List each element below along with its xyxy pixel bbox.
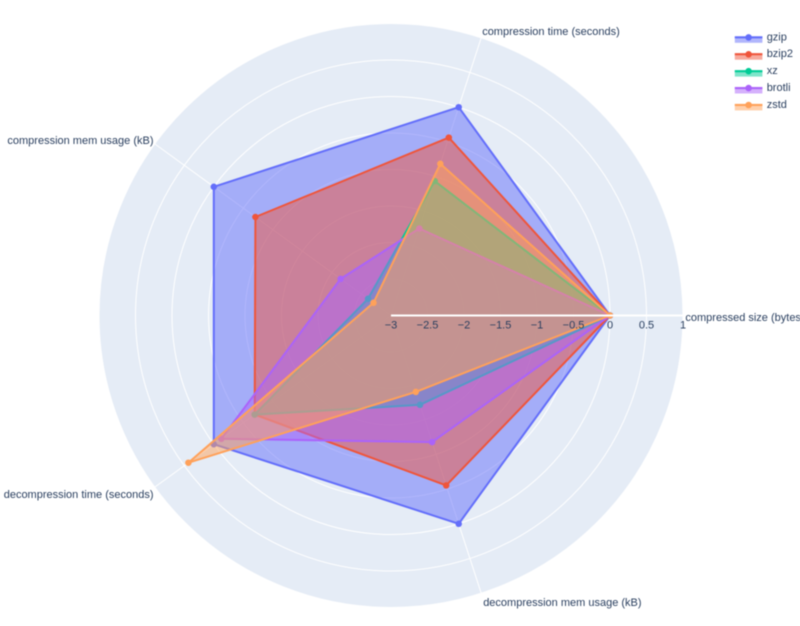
svg-text:−1.5: −1.5 [490,319,512,331]
svg-text:compressed size (bytes): compressed size (bytes) [685,312,800,324]
svg-text:−3: −3 [385,319,398,331]
svg-text:−2.5: −2.5 [417,319,439,331]
svg-text:compression time (seconds): compression time (seconds) [482,26,620,38]
svg-text:1: 1 [680,319,686,331]
svg-text:−1: −1 [531,319,544,331]
svg-text:−0.5: −0.5 [563,319,585,331]
svg-text:brotli: brotli [767,82,791,94]
svg-text:decompression time (seconds): decompression time (seconds) [4,489,154,501]
svg-text:−2: −2 [458,319,471,331]
svg-text:0: 0 [607,319,613,331]
svg-text:xz: xz [767,65,778,77]
svg-text:zstd: zstd [767,99,787,111]
svg-text:gzip: gzip [767,31,787,43]
svg-text:compression mem usage (kB): compression mem usage (kB) [7,135,153,147]
svg-text:bzip2: bzip2 [767,48,793,60]
svg-text:0.5: 0.5 [639,319,654,331]
svg-text:decompression mem usage (kB): decompression mem usage (kB) [483,597,641,609]
